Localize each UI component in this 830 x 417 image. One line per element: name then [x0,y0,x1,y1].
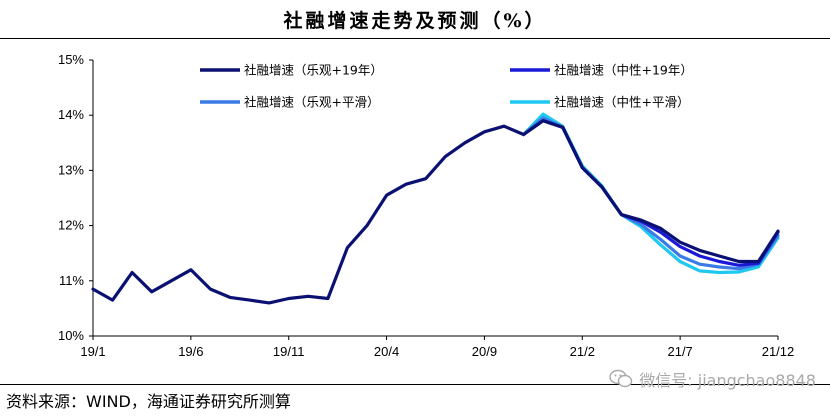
x-tick-label: 20/4 [374,344,399,359]
y-tick-label: 11% [59,273,84,288]
y-tick-label: 14% [58,107,84,122]
y-tick-label: 13% [58,162,84,177]
series-line [522,112,780,275]
series-line [522,116,780,271]
y-tick-label: 15% [58,52,84,67]
y-tick-label: 10% [58,328,84,343]
series-line [522,119,780,267]
wechat-icon [609,369,633,388]
title-divider [0,38,830,39]
x-tick-label: 21/2 [570,344,595,359]
watermark-text: 微信号: jiangchao8848 [639,371,816,390]
y-tick-label: 12% [58,218,84,233]
x-tick-label: 19/11 [273,344,305,359]
watermark: 微信号: jiangchao8848 [609,367,816,391]
legend-label: 社融增速（乐观+平滑） [244,95,379,110]
series-line [91,119,780,305]
x-tick-label: 19/6 [178,344,203,359]
legend-label: 社融增速（中性+平滑） [554,95,689,110]
source-divider [0,384,830,385]
x-tick-label: 19/1 [80,344,105,359]
legend-label: 社融增速（乐观+19年） [244,63,383,78]
legend-label: 社融增速（中性+19年） [554,63,693,78]
x-tick-label: 21/7 [667,344,692,359]
line-chart: 10% 11% 12% 13% 14% 15% 19/1 19/6 19/11 20/4 20/9 2… [58,52,795,359]
source-note: 资料来源：WIND，海通证券研究所测算 [6,392,291,411]
x-tick-label: 21/12 [762,344,795,359]
chart-title: 社融增速走势及预测（%） [283,10,547,32]
x-tick-label: 20/9 [472,344,497,359]
